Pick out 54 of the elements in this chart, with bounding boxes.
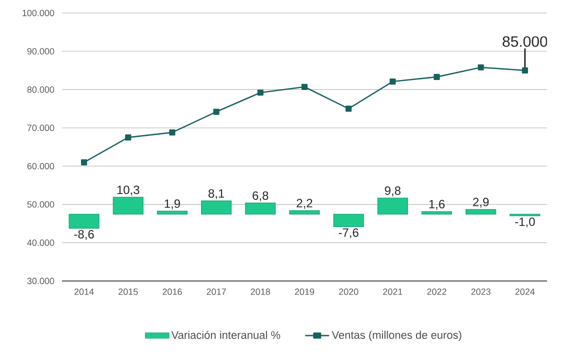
annotation: 85.000 (502, 36, 548, 47)
data-label: 1,6 (429, 200, 445, 210)
data-label: 2,2 (296, 198, 312, 209)
data-label: 10,3 (117, 186, 140, 196)
data-label: 2,9 (473, 198, 489, 208)
data-label: 1,9 (164, 199, 180, 210)
x-tick-label: 2018 (250, 288, 270, 295)
x-tick-label: 2015 (118, 288, 138, 295)
y-tick-label: 100.000 (22, 10, 54, 16)
data-label: -7,6 (338, 228, 358, 238)
x-tick-label: 2014 (74, 288, 94, 295)
x-tick-label: 2019 (294, 288, 314, 295)
bar (333, 214, 364, 227)
point (169, 129, 176, 136)
x-tick-label: 2024 (515, 288, 535, 295)
point (434, 74, 440, 80)
x-tick-label: 2020 (339, 288, 358, 295)
point (522, 67, 528, 74)
point (390, 78, 396, 85)
bar (421, 211, 452, 214)
point (125, 134, 132, 140)
x-tick-label: 2021 (383, 288, 402, 295)
point (301, 84, 308, 90)
x-tick-label: 2023 (471, 288, 490, 295)
bar (68, 214, 100, 229)
point (478, 64, 484, 70)
data-label: 9,8 (384, 186, 400, 196)
x-tick-label: 2016 (162, 288, 182, 295)
bar (245, 202, 276, 214)
x-tick-label: 2017 (206, 288, 226, 295)
y-tick-label: 60.000 (27, 162, 54, 170)
bar (466, 209, 496, 214)
y-tick-label: 90.000 (27, 48, 54, 54)
legend-label: Ventas (millones de euros) (332, 330, 462, 342)
bar (156, 210, 188, 214)
bar (201, 200, 232, 214)
y-tick-label: 70.000 (27, 124, 54, 132)
data-label: 8,1 (208, 189, 224, 200)
y-tick-label: 80.000 (27, 86, 54, 93)
y-tick-label: 30.000 (27, 278, 54, 284)
data-label: -1,0 (515, 218, 535, 228)
bar (377, 198, 408, 214)
y-tick-label: 40.000 (27, 240, 54, 246)
data-label: -8,6 (74, 230, 94, 240)
point (346, 106, 352, 112)
data-label: 6,8 (252, 191, 268, 202)
bar (112, 196, 144, 214)
bar (289, 210, 320, 214)
point (257, 90, 264, 96)
point (81, 159, 88, 166)
y-tick-label: 50.000 (27, 201, 54, 208)
point (213, 108, 220, 115)
x-tick-label: 2022 (427, 288, 446, 295)
legend-label: Variación interanual % (171, 330, 280, 339)
